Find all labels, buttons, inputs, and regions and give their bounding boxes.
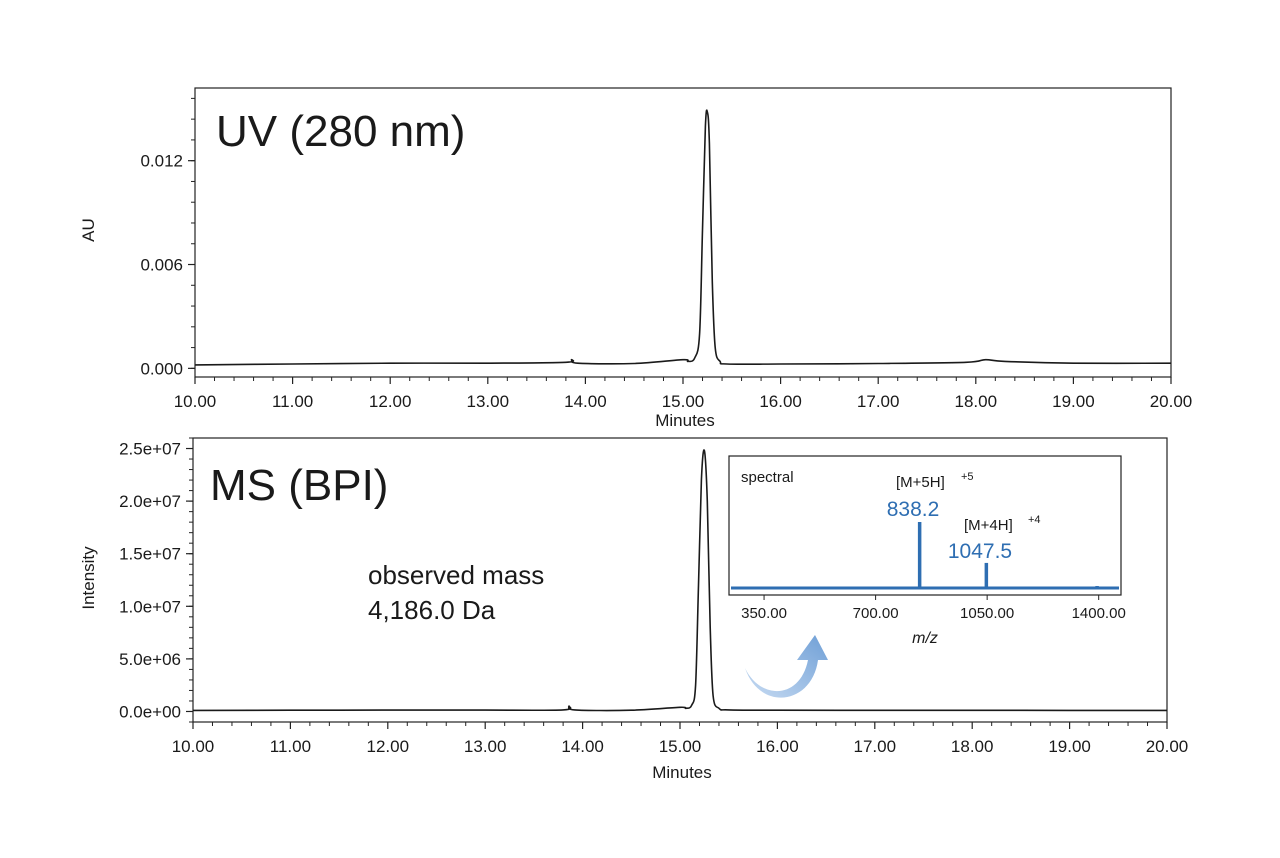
peak-2-charge-label: +4 xyxy=(1028,514,1041,526)
x-tick-label: 11.00 xyxy=(270,737,311,756)
spectrum-x-tick-label: 350.00 xyxy=(741,605,787,622)
x-tick-label: 12.00 xyxy=(367,737,410,756)
spectrum-frame xyxy=(728,455,1122,596)
x-tick-label: 19.00 xyxy=(1052,392,1095,411)
x-tick-label: 10.00 xyxy=(174,392,217,411)
y-tick-label: 2.0e+07 xyxy=(119,492,181,511)
x-tick-label: 20.00 xyxy=(1146,737,1189,756)
ms-y-ticks: 0.0e+00 5.0e+06 1.0e+07 1.5e+07 2.0e+07 2.5e+… xyxy=(119,437,193,723)
x-tick-label: 13.00 xyxy=(464,737,507,756)
uv-x-axis-label: Minutes xyxy=(655,411,715,430)
observed-mass-value: 4,186.0 Da xyxy=(368,595,496,625)
x-tick-label: 19.00 xyxy=(1048,737,1091,756)
x-tick-label: 20.00 xyxy=(1150,392,1193,411)
x-tick-label: 15.00 xyxy=(662,392,705,411)
spectrum-x-ticks: 350.00 700.00 1050.00 1400.00 xyxy=(741,595,1126,622)
x-tick-label: 18.00 xyxy=(955,392,998,411)
spectrum-peaks xyxy=(917,522,1099,588)
ms-panel: MS (BPI) Intensity Minutes observed mass… xyxy=(79,437,1189,782)
y-tick-label: 0.0e+00 xyxy=(119,702,181,721)
y-tick-label: 1.5e+07 xyxy=(119,545,181,564)
spectrum-x-axis-label: m/z xyxy=(912,630,938,647)
x-tick-label: 13.00 xyxy=(467,392,510,411)
y-tick-label: 5.0e+06 xyxy=(119,650,181,669)
peak-1-mz-label: 838.2 xyxy=(887,498,940,521)
x-tick-label: 12.00 xyxy=(369,392,412,411)
x-tick-label: 11.00 xyxy=(272,392,313,411)
observed-mass-label: observed mass xyxy=(368,560,544,590)
x-tick-label: 17.00 xyxy=(854,737,897,756)
peak-2-ion-label: [M+4H] xyxy=(964,517,1013,534)
x-tick-label: 16.00 xyxy=(759,392,802,411)
spectrum-x-tick-label: 1050.00 xyxy=(960,605,1014,622)
spectrum-title: spectral xyxy=(741,469,794,486)
x-tick-label: 15.00 xyxy=(659,737,702,756)
x-tick-label: 17.00 xyxy=(857,392,900,411)
x-tick-label: 14.00 xyxy=(561,737,604,756)
uv-panel-title: UV (280 nm) xyxy=(216,107,465,156)
peak-2-mz-label: 1047.5 xyxy=(948,540,1012,563)
uv-y-ticks: 0.000 0.006 0.012 xyxy=(140,97,195,378)
curved-arrow-icon xyxy=(745,635,828,698)
spectrum-x-tick-label: 700.00 xyxy=(853,605,899,622)
ms-x-ticks: 10.00 11.00 12.00 13.00 14.00 15.00 16.00 17.00… xyxy=(172,722,1189,756)
uv-panel: UV (280 nm) AU Minutes 10.00 11.00 12.00 13… xyxy=(79,87,1193,430)
uv-trace-line xyxy=(194,109,1172,366)
ms-panel-title: MS (BPI) xyxy=(210,461,388,510)
spectrum-inset: spectral m/z 350.00 700.00 1050.00 1400.00 … xyxy=(728,455,1126,647)
x-tick-label: 14.00 xyxy=(564,392,607,411)
ms-trace-line xyxy=(192,449,1167,712)
ms-y-axis-label: Intensity xyxy=(79,546,98,610)
ms-x-axis-label: Minutes xyxy=(652,763,712,782)
y-tick-label: 0.000 xyxy=(140,359,183,378)
x-tick-label: 10.00 xyxy=(172,737,215,756)
y-tick-label: 1.0e+07 xyxy=(119,597,181,616)
y-tick-label: 0.012 xyxy=(140,152,183,171)
peak-1-charge-label: +5 xyxy=(961,471,974,483)
y-tick-label: 2.5e+07 xyxy=(119,440,181,459)
uv-x-ticks: 10.00 11.00 12.00 13.00 14.00 15.00 16.00 17.00… xyxy=(174,377,1193,411)
uv-y-axis-label: AU xyxy=(79,218,98,242)
peak-1-ion-label: [M+5H] xyxy=(896,474,945,491)
spectrum-x-tick-label: 1400.00 xyxy=(1072,605,1126,622)
x-tick-label: 18.00 xyxy=(951,737,994,756)
x-tick-label: 16.00 xyxy=(756,737,799,756)
y-tick-label: 0.006 xyxy=(140,256,183,275)
